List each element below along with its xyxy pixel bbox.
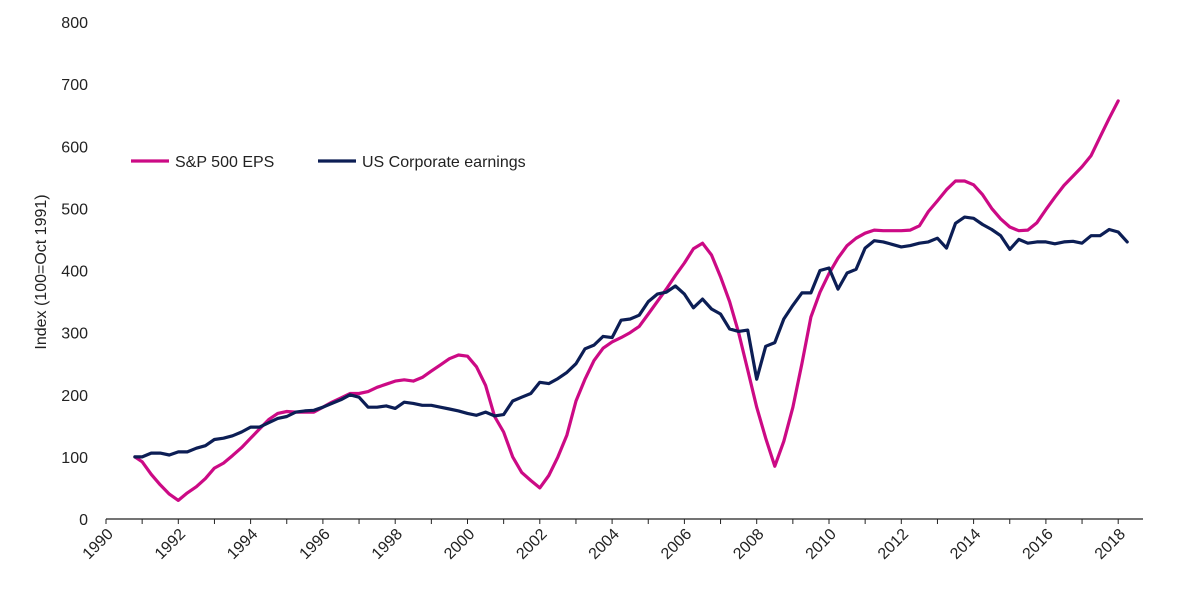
x-tick-label: 1998 (369, 526, 406, 563)
legend-label: S&P 500 EPS (175, 154, 274, 171)
y-tick-label: 400 (61, 264, 88, 281)
y-axis-title: Index (100=Oct 1991) (33, 194, 50, 349)
series-line-0 (133, 99, 1120, 502)
x-tick-label: 2006 (658, 526, 695, 563)
x-tick-label: 1992 (152, 526, 189, 563)
x-tick-label: 1994 (224, 526, 261, 563)
x-tick-label: 2014 (947, 526, 984, 563)
x-tick-label: 2008 (730, 526, 767, 563)
y-tick-label: 500 (61, 201, 88, 218)
y-tick-label: 0 (79, 512, 88, 529)
y-tick-label: 800 (61, 15, 88, 32)
series-line-1 (133, 215, 1129, 459)
x-tick-label: 2018 (1092, 526, 1129, 563)
x-tick-label: 2004 (586, 526, 623, 563)
y-tick-label: 300 (61, 326, 88, 343)
x-tick-label: 2010 (803, 526, 840, 563)
y-tick-label: 200 (61, 388, 88, 405)
legend-label: US Corporate earnings (362, 154, 526, 171)
x-tick-label: 2002 (513, 526, 550, 563)
y-tick-label: 600 (61, 139, 88, 156)
series-layer (133, 99, 1129, 502)
x-tick-label: 1996 (297, 526, 334, 563)
y-tick-label: 700 (61, 77, 88, 94)
legend: S&P 500 EPS US Corporate earnings (131, 154, 526, 171)
y-tick-label: 100 (61, 450, 88, 467)
x-tick-label: 2012 (875, 526, 912, 563)
y-axis: 0 100 200 300 400 500 600 700 800 (61, 15, 88, 529)
x-axis: 1990 1992 1994 1996 1998 2000 2002 2004 2006 2008… (80, 518, 1143, 563)
x-tick-label: 1990 (80, 526, 117, 563)
x-tick-label: 2016 (1020, 526, 1057, 563)
x-tick-label: 2000 (441, 526, 478, 563)
